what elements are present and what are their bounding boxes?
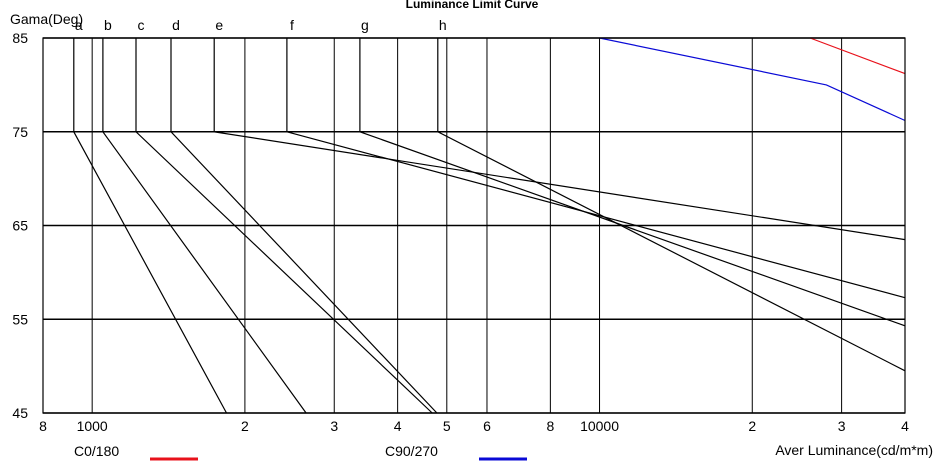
y-tick-label: 75 [12,124,28,140]
curve-label-e: e [215,17,223,33]
x-tick-label: 8 [39,418,47,434]
limit-curve-h [437,38,906,372]
x-tick-label: 6 [483,418,491,434]
curve-label-d: d [172,17,180,33]
limit-curve-d [170,38,438,414]
plot-frame [42,37,906,414]
y-axis-label: Gama(Deg) [10,11,83,27]
limit-curves: a b c d e f g h [73,17,906,414]
legend: C0/180 C90/270 [74,443,527,461]
limit-curve-a [73,38,228,414]
curve-label-f: f [290,17,294,33]
y-tick-label: 45 [12,405,28,421]
x-tick-label: 10000 [580,418,619,434]
series-line-c0-180 [809,37,906,75]
curve-label-a: a [75,17,83,33]
series-line-c90-270 [599,37,906,122]
curve-label-g: g [361,17,369,33]
x-tick-label: 3 [330,418,338,434]
limit-curve-e [213,38,906,241]
x-tick-label: 4 [394,418,402,434]
chart-title: Luminance Limit Curve [406,0,539,11]
legend-label-c90-270: C90/270 [385,443,438,459]
data-series [599,37,906,122]
x-tick-label: 2 [748,418,756,434]
x-axis-label: Aver Luminance(cd/m*m) [775,442,933,458]
limit-curve-c [135,38,433,414]
curve-label-h: h [439,17,447,33]
y-tick-label: 65 [12,218,28,234]
curve-label-c: c [137,17,144,33]
y-tick-label: 85 [12,30,28,46]
y-tick-labels: 85 75 65 55 45 [12,30,28,421]
limit-curve-g [359,38,906,327]
x-tick-label: 2 [241,418,249,434]
curve-label-b: b [104,17,112,33]
limit-curve-f [286,38,906,299]
legend-label-c0-180: C0/180 [74,443,119,459]
y-tick-label: 55 [12,311,28,327]
x-tick-labels: 8 1000 2 3 4 5 6 8 10000 2 3 4 [39,418,909,434]
grid [43,37,906,414]
x-tick-label: 3 [838,418,846,434]
x-tick-label: 1000 [77,418,108,434]
x-tick-label: 4 [901,418,909,434]
x-tick-label: 8 [546,418,554,434]
x-tick-label: 5 [443,418,451,434]
limit-curve-b [102,38,307,414]
